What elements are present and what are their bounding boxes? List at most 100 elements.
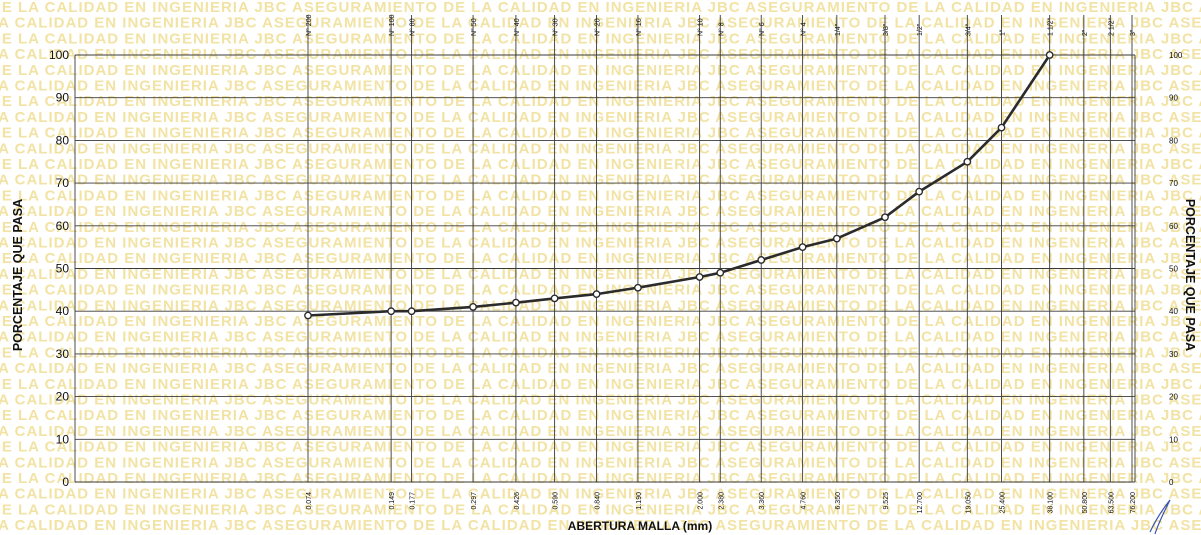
watermark-line: DE LA CALIDAD EN INGENIERIA JBC ASEGURAM… bbox=[0, 266, 1201, 283]
data-point bbox=[550, 294, 559, 303]
x-tick-label: 0.297 bbox=[471, 492, 478, 510]
x-tick-label: 25.400 bbox=[1000, 492, 1007, 514]
sieve-label: 1 1/2" bbox=[1048, 17, 1055, 36]
sieve-label: N° 10 bbox=[697, 18, 705, 36]
y-tick-label-left: 40 bbox=[56, 304, 70, 318]
data-point bbox=[915, 187, 924, 196]
y-axis-left-ticks: 0 10 20 30 40 50 60 70 80 90 100 bbox=[49, 48, 69, 489]
watermark-line: DE LA CALIDAD EN INGENIERIA JBC ASEGURAM… bbox=[0, 313, 1201, 330]
sieve-label: N° 100 bbox=[388, 14, 396, 36]
x-tick-label: 12.700 bbox=[917, 492, 924, 514]
watermark-line: DE LA CALIDAD EN INGENIERIA JBC ASEGURAM… bbox=[0, 109, 1201, 126]
x-tick-label: 0.590 bbox=[553, 492, 560, 510]
sieve-label: N° 16 bbox=[635, 18, 643, 36]
watermark-line: DE LA CALIDAD EN INGENIERIA JBC ASEGURAM… bbox=[0, 93, 1201, 110]
data-point bbox=[407, 307, 416, 316]
data-point bbox=[304, 311, 312, 320]
data-point bbox=[716, 268, 725, 277]
y-tick-label-right: 20 bbox=[1169, 393, 1178, 402]
sieve-label: 3/8" bbox=[883, 23, 890, 36]
y-tick-label-left: 10 bbox=[56, 432, 70, 446]
y-tick-label-right: 60 bbox=[1169, 222, 1178, 231]
y-tick-label-right: 30 bbox=[1169, 350, 1178, 359]
sieve-label: 3/4" bbox=[965, 23, 972, 36]
data-point bbox=[695, 273, 704, 281]
data-point bbox=[592, 290, 601, 299]
watermark-line: DE LA CALIDAD EN INGENIERIA JBC ASEGURAM… bbox=[0, 297, 1201, 314]
watermark-line: DE LA CALIDAD EN INGENIERIA JBC ASEGURAM… bbox=[0, 203, 1201, 220]
sieve-label: N° 6 bbox=[758, 22, 766, 36]
y-tick-label-left: 50 bbox=[56, 262, 70, 276]
watermark-line: DE LA CALIDAD EN INGENIERIA JBC ASEGURAM… bbox=[0, 156, 1201, 173]
x-tick-label: 76.200 bbox=[1130, 492, 1137, 514]
x-tick-label: 1.190 bbox=[636, 492, 643, 510]
watermark-line: DE LA CALIDAD EN INGENIERIA JBC ASEGURAM… bbox=[0, 407, 1201, 424]
x-axis-label: ABERTURA MALLA (mm) bbox=[568, 519, 712, 533]
sieve-label: N° 30 bbox=[552, 18, 560, 36]
x-tick-label: 0.074 bbox=[306, 492, 313, 510]
watermark-line: DE LA CALIDAD EN INGENIERIA JBC ASEGURAM… bbox=[0, 376, 1201, 393]
watermark-line: DE LA CALIDAD EN INGENIERIA JBC ASEGURAM… bbox=[0, 470, 1201, 487]
data-point bbox=[512, 298, 520, 307]
watermark-line: DE LA CALIDAD EN INGENIERIA JBC ASEGURAM… bbox=[0, 235, 1201, 252]
data-point bbox=[634, 283, 642, 292]
y-tick-label-left: 20 bbox=[56, 390, 70, 404]
watermark-line: DE LA CALIDAD EN INGENIERIA JBC ASEGURAM… bbox=[0, 78, 1201, 95]
watermark-line: DE LA CALIDAD EN INGENIERIA JBC ASEGURAM… bbox=[0, 30, 1201, 47]
grid-lines bbox=[74, 15, 1136, 483]
x-tick-label: 4.760 bbox=[801, 492, 808, 510]
sieve-label: N° 20 bbox=[594, 18, 602, 36]
data-point bbox=[387, 307, 396, 316]
data-point bbox=[832, 234, 841, 243]
y-tick-label-right: 100 bbox=[1169, 51, 1183, 60]
x-tick-label: 19.050 bbox=[965, 492, 972, 514]
watermark-line: DE LA CALIDAD EN INGENIERIA JBC ASEGURAM… bbox=[0, 140, 1201, 157]
y-axis-right-ticks: 0 10 20 30 40 50 60 70 80 90 100 bbox=[1169, 51, 1183, 487]
y-tick-label-left: 0 bbox=[62, 475, 69, 489]
sieve-label: 1/4" bbox=[835, 23, 842, 36]
watermark-line: DE LA CALIDAD EN INGENIERIA JBC ASEGURAM… bbox=[0, 517, 1201, 534]
signature-mark bbox=[1149, 499, 1171, 535]
sieve-label: 2" bbox=[1082, 29, 1089, 36]
y-tick-label-left: 60 bbox=[56, 219, 70, 233]
x-tick-label: 6.350 bbox=[835, 492, 842, 510]
x-tick-label: 0.177 bbox=[410, 492, 417, 510]
data-point bbox=[963, 157, 972, 166]
watermark-line: DE LA CALIDAD EN INGENIERIA JBC ASEGURAM… bbox=[0, 250, 1201, 267]
watermark-line: DE LA CALIDAD EN INGENIERIA JBC ASEGURAM… bbox=[0, 344, 1201, 361]
y-tick-label-right: 0 bbox=[1169, 478, 1174, 487]
watermark-line: DE LA CALIDAD EN INGENIERIA JBC ASEGURAM… bbox=[0, 187, 1201, 204]
y-tick-label-right: 90 bbox=[1169, 94, 1178, 103]
x-tick-label: 0.149 bbox=[389, 492, 396, 510]
sieve-label: 3" bbox=[1130, 29, 1137, 36]
x-tick-label: 38.100 bbox=[1048, 492, 1055, 514]
watermark-line: DE LA CALIDAD EN INGENIERIA JBC ASEGURAM… bbox=[0, 392, 1201, 409]
sieve-name-labels: N° 200 N° 100 N° 80 N° 50 N° 40 N° 30 N° 20 N° … bbox=[305, 14, 1137, 36]
watermark-line: DE LA CALIDAD EN INGENIERIA JBC ASEGURAM… bbox=[0, 360, 1201, 377]
sieve-label: 1/2" bbox=[917, 23, 924, 36]
x-tick-label: 3.360 bbox=[759, 492, 766, 510]
watermark-line: DE LA CALIDAD EN INGENIERIA JBC ASEGURAM… bbox=[0, 62, 1201, 79]
sieve-label: N° 8 bbox=[717, 22, 725, 36]
data-point bbox=[1045, 51, 1054, 59]
y-tick-label-right: 70 bbox=[1169, 179, 1178, 188]
y-axis-left-label: PORCENTAJE QUE PASA bbox=[11, 199, 25, 351]
x-tick-label: 0.426 bbox=[514, 492, 521, 510]
data-point bbox=[469, 303, 477, 311]
watermark-line: DE LA CALIDAD EN INGENIERIA JBC ASEGURAM… bbox=[0, 0, 1201, 16]
x-tick-label: 2.000 bbox=[698, 492, 705, 510]
watermark-line: DE LA CALIDAD EN INGENIERIA JBC ASEGURAM… bbox=[0, 282, 1201, 299]
watermark-line: DE LA CALIDAD EN INGENIERIA JBC ASEGURAM… bbox=[0, 486, 1201, 503]
y-tick-label-right: 40 bbox=[1169, 307, 1178, 316]
data-point bbox=[798, 243, 807, 252]
watermark-line: DE LA CALIDAD EN INGENIERIA JBC ASEGURAM… bbox=[0, 454, 1201, 471]
sieve-label: 1" bbox=[1000, 29, 1007, 36]
y-tick-label-left: 100 bbox=[49, 48, 69, 62]
y-tick-label-left: 80 bbox=[56, 133, 70, 147]
x-tick-label: 63.500 bbox=[1108, 492, 1115, 514]
x-tick-label: 50.800 bbox=[1082, 492, 1089, 514]
y-tick-label-left: 90 bbox=[56, 91, 70, 105]
watermark-line: DE LA CALIDAD EN INGENIERIA JBC ASEGURAM… bbox=[0, 172, 1201, 189]
